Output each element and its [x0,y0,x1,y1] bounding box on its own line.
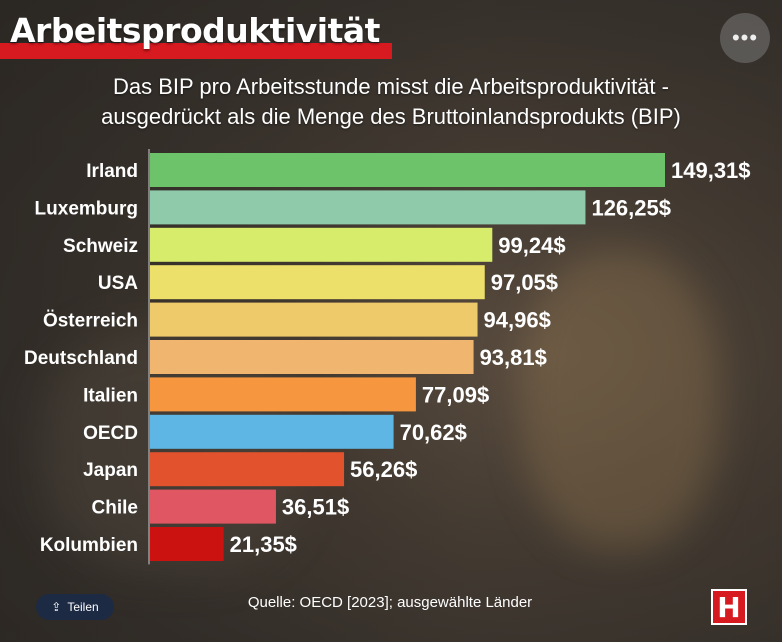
value-label: 99,24$ [498,233,565,258]
category-label: Österreich [43,311,138,332]
share-button[interactable]: ⇪ Teilen [36,594,114,620]
more-options-button[interactable]: ••• [720,13,770,63]
value-label: 94,96$ [484,308,551,333]
bar-7 [150,414,394,449]
more-horizontal-icon: ••• [731,25,759,50]
category-label: Japan [83,460,138,481]
category-label: Luxemburg [35,198,138,219]
bar-3 [150,265,485,300]
share-icon: ⇪ [51,600,62,614]
subtitle-line-2: ausgedrückt als die Menge des Bruttoinla… [101,104,681,129]
chart-subtitle: Das BIP pro Arbeitsstunde misst die Arbe… [20,72,762,132]
share-label: Teilen [67,600,99,614]
bar-1 [150,190,586,225]
chart-title: Arbeitsproduktivität [10,11,380,50]
value-label: 36,51$ [282,495,349,520]
bar-0 [150,153,665,187]
value-label: 93,81$ [480,345,547,370]
background-blur [520,250,720,550]
title-accent-bar [0,43,392,59]
bar-6 [150,377,416,412]
category-label: Schweiz [63,236,138,257]
source-note: Quelle: OECD [2023]; ausgewählte Länder [247,594,533,611]
value-label: 70,62$ [400,420,467,445]
title-block: Arbeitsproduktivität [0,11,392,59]
category-label: USA [98,273,138,294]
bar-2 [150,227,493,262]
subtitle-line-1: Das BIP pro Arbeitsstunde misst die Arbe… [113,74,669,99]
bar-5 [150,340,474,374]
category-label: Kolumbien [40,535,138,556]
brand-logo[interactable]: H [711,589,747,625]
bar-4 [150,302,478,337]
value-label: 149,31$ [671,158,751,183]
bar-9 [150,489,276,524]
category-label: Chile [92,498,138,519]
bar-8 [150,452,345,487]
category-label: OECD [83,423,138,444]
value-label: 97,05$ [491,270,558,295]
value-label: 56,26$ [350,457,417,482]
value-label: 126,25$ [591,195,671,220]
value-label: 21,35$ [230,532,297,557]
logo-letter: H [717,590,741,624]
category-label: Irland [86,161,138,182]
category-label: Deutschland [24,348,138,369]
bar-10 [150,527,224,561]
value-label: 77,09$ [422,382,489,407]
category-label: Italien [83,385,138,406]
